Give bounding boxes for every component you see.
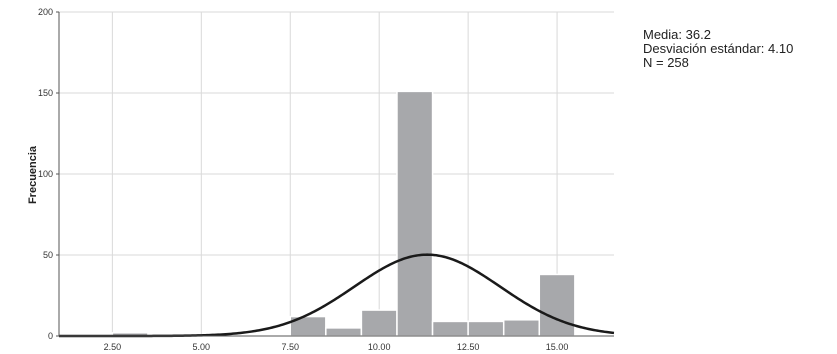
x-tick-label: 7.50 bbox=[281, 342, 299, 352]
histogram-bar bbox=[396, 90, 434, 337]
x-tick-label: 15.00 bbox=[546, 342, 569, 352]
histogram-bar bbox=[502, 319, 541, 337]
histogram-bar bbox=[431, 320, 469, 337]
y-tick-label: 50 bbox=[43, 250, 53, 260]
x-tick-labels: 2.50 5.00 7.50 10.00 12.50 15.00 bbox=[104, 342, 569, 352]
x-tick-label: 5.00 bbox=[193, 342, 211, 352]
histogram-bar bbox=[325, 327, 363, 337]
histogram-bar bbox=[467, 320, 505, 337]
y-tick-label: 100 bbox=[38, 169, 53, 179]
x-tick-label: 12.50 bbox=[457, 342, 480, 352]
stat-n: N = 258 bbox=[643, 55, 689, 70]
stat-mean: Media: 36.2 bbox=[643, 27, 711, 42]
y-axis-label: Frecuencia bbox=[27, 145, 39, 204]
grid-lines bbox=[59, 11, 614, 337]
histogram-bar bbox=[360, 309, 398, 337]
histogram-bars bbox=[111, 90, 576, 337]
histogram-bar bbox=[538, 273, 576, 337]
y-tick-labels: 0 50 100 150 200 bbox=[38, 7, 59, 341]
x-tick-label: 10.00 bbox=[368, 342, 391, 352]
y-tick-label: 150 bbox=[38, 88, 53, 98]
stats-box: Media: 36.2 Desviación estándar: 4.10 N … bbox=[643, 28, 793, 70]
x-tick-label: 2.50 bbox=[104, 342, 122, 352]
y-tick-label: 200 bbox=[38, 7, 53, 17]
y-tick-label: 0 bbox=[48, 331, 53, 341]
stat-std-dev: Desviación estándar: 4.10 bbox=[643, 41, 794, 56]
